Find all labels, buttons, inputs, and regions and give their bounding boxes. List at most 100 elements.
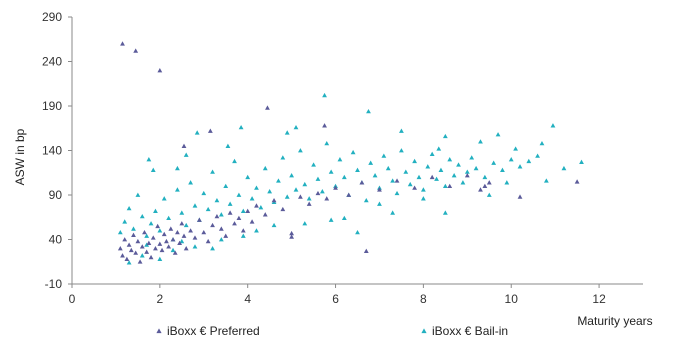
bail-in-point <box>442 210 448 215</box>
bail-in-point <box>517 164 523 169</box>
bail-in-point <box>258 205 264 210</box>
preferred-point <box>262 212 268 217</box>
preferred-point <box>153 246 158 251</box>
bail-in-point <box>436 146 442 151</box>
bail-in-point <box>238 124 244 130</box>
preferred-point <box>271 197 277 203</box>
bail-in-point <box>183 152 189 157</box>
bail-in-point <box>469 155 475 160</box>
bail-in-point <box>135 192 141 197</box>
preferred-point <box>157 68 163 73</box>
preferred-point <box>137 259 143 264</box>
bail-in-point <box>341 215 347 221</box>
bail-in-point <box>500 167 505 172</box>
preferred-point <box>157 241 163 246</box>
bail-in-point <box>284 130 290 135</box>
preferred-point <box>177 240 183 245</box>
preferred-point <box>298 194 303 199</box>
preferred-point <box>210 222 215 228</box>
preferred-point <box>486 180 492 185</box>
bail-in-point <box>144 233 150 238</box>
bail-in-point <box>434 176 439 181</box>
bail-in-point <box>407 181 413 187</box>
y-tick-label: 40 <box>49 233 63 247</box>
bail-in-point <box>473 165 479 171</box>
bail-in-point <box>293 124 299 130</box>
bail-in-point <box>210 169 215 174</box>
legend-item-bail-in: iBoxx € Bail-in <box>421 324 508 338</box>
bail-in-point <box>271 222 277 228</box>
preferred-point <box>223 233 229 238</box>
axes <box>71 17 643 285</box>
bail-in-point <box>139 213 145 219</box>
bail-in-point <box>368 160 374 165</box>
preferred-point <box>124 256 130 261</box>
preferred-point <box>201 229 207 235</box>
bail-in-point <box>412 158 417 164</box>
bail-in-point <box>366 108 371 114</box>
preferred-point <box>166 244 172 249</box>
preferred-point <box>289 230 295 236</box>
bail-in-point <box>236 192 242 197</box>
bail-in-point <box>298 148 303 153</box>
preferred-point <box>245 208 251 213</box>
bail-in-point <box>175 187 180 192</box>
bail-in-point <box>420 187 426 192</box>
bail-in-point <box>148 221 154 226</box>
preferred-point <box>377 187 382 192</box>
bail-in-point <box>350 149 356 155</box>
legend: iBoxx € Preferred iBoxx € Bail-in <box>156 324 508 338</box>
bail-in-point <box>284 194 290 199</box>
bail-in-point <box>311 162 316 167</box>
bail-in-point <box>192 244 198 249</box>
bail-in-point <box>157 256 163 261</box>
preferred-point <box>148 254 154 260</box>
preferred-point <box>117 246 123 251</box>
x-tick-label: 2 <box>157 292 164 306</box>
preferred-point <box>175 229 180 235</box>
preferred-point <box>139 244 145 249</box>
bail-in-point <box>157 228 163 233</box>
bail-in-point <box>550 123 556 128</box>
preferred-point <box>133 48 139 53</box>
preferred-point <box>170 237 176 242</box>
bail-in-point <box>322 92 327 98</box>
preferred-point <box>181 143 187 148</box>
preferred-point <box>205 238 211 244</box>
preferred-point <box>144 249 150 254</box>
preferred-point <box>574 179 580 184</box>
bail-in-point <box>227 201 233 206</box>
bail-in-point <box>175 165 180 171</box>
bail-in-point <box>460 180 466 185</box>
bail-in-point <box>478 139 483 144</box>
bail-in-point <box>399 148 404 153</box>
bail-in-point <box>429 151 435 156</box>
preferred-point <box>181 233 187 238</box>
bail-in-point <box>245 174 251 180</box>
bail-in-point <box>166 215 172 221</box>
bail-in-point <box>267 189 273 194</box>
preferred-point <box>363 248 369 253</box>
bail-in-point <box>464 169 470 174</box>
preferred-point <box>240 228 246 233</box>
preferred-point <box>214 213 220 219</box>
preferred-point <box>464 173 470 178</box>
preferred-point <box>315 190 321 196</box>
bail-in-point <box>447 157 453 162</box>
preferred-point <box>179 221 185 226</box>
preferred-point <box>249 219 255 224</box>
bail-in-point <box>337 157 343 162</box>
bail-in-point <box>319 189 325 194</box>
bail-in-point <box>205 206 211 212</box>
bail-in-point <box>508 157 514 162</box>
preferred-point <box>161 231 167 237</box>
preferred-point <box>120 253 125 258</box>
bail-in-point <box>139 253 145 258</box>
bail-in-point <box>153 208 158 213</box>
bail-in-point <box>122 219 128 224</box>
y-tick-label: 290 <box>42 10 62 24</box>
y-tick-label: -10 <box>45 277 63 291</box>
data-points <box>117 41 584 265</box>
bail-in-point <box>328 217 334 222</box>
preferred-point <box>135 238 141 244</box>
